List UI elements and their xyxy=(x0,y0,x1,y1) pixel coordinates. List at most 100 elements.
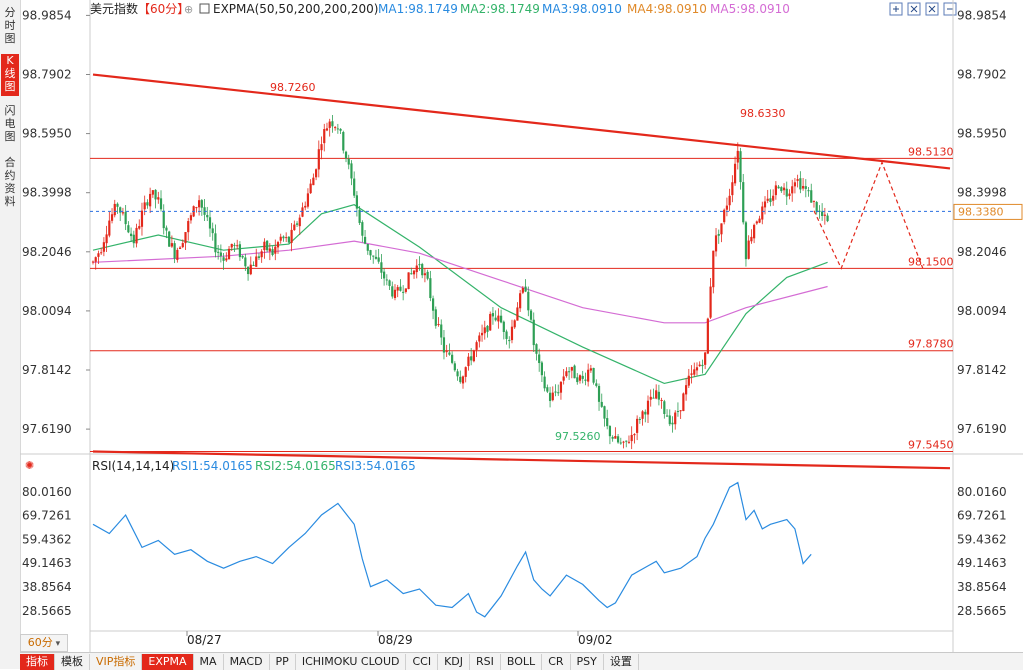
candle-body xyxy=(521,288,524,293)
indicator-tab[interactable]: PSY xyxy=(571,653,604,670)
rsi-line xyxy=(92,481,812,618)
date-label-0902: 09/02 xyxy=(578,633,613,647)
candle-body xyxy=(344,151,348,159)
candle-body xyxy=(116,203,119,207)
candle-body xyxy=(298,217,301,227)
kline-chart[interactable]: 美元指数 【60分】 ⊕ EXPMA(50,50,200,200,200) MA… xyxy=(20,0,1023,669)
candle-body xyxy=(804,186,807,189)
candle-body xyxy=(712,250,715,288)
candle-body xyxy=(568,371,571,373)
candle-body xyxy=(132,234,135,244)
candle-body xyxy=(540,362,544,376)
candle-body xyxy=(731,182,734,196)
zoom-fit-icon[interactable] xyxy=(907,2,921,16)
indicator-tab[interactable]: BOLL xyxy=(501,653,543,670)
left-tab-bar: 分时图 K线图 闪电图 合约资料 xyxy=(0,0,21,669)
level-label: 98.1500 xyxy=(908,255,954,268)
candle-body xyxy=(619,442,622,444)
candle-body xyxy=(287,236,290,243)
candle-body xyxy=(266,240,269,251)
candle-body xyxy=(421,264,424,276)
candle-body xyxy=(478,335,481,342)
candle-body xyxy=(815,202,818,213)
indicator-tab[interactable]: 指标 xyxy=(20,653,55,670)
period-selector[interactable]: 60分 ▾ xyxy=(20,634,68,652)
candle-body xyxy=(456,371,459,377)
candle-body xyxy=(627,441,631,443)
indicator-tab[interactable]: CR xyxy=(542,653,571,670)
candle-body xyxy=(529,310,533,320)
candle-body xyxy=(399,286,402,291)
candle-body xyxy=(723,209,726,223)
fullscreen-icon[interactable] xyxy=(943,2,957,16)
candle-body xyxy=(663,401,666,415)
rsi-tick-right: 80.0160 xyxy=(957,485,1007,499)
settings-icon[interactable]: ⊕ xyxy=(184,3,193,16)
candle-body xyxy=(198,200,201,208)
price-tick-right: 98.7902 xyxy=(957,67,1007,81)
candle-body xyxy=(807,190,810,192)
candle-body xyxy=(554,391,557,393)
candle-body xyxy=(369,250,372,256)
tab-kline[interactable]: K线图 xyxy=(1,54,19,96)
candle-body xyxy=(407,272,410,290)
tab-contract-info[interactable]: 合约资料 xyxy=(4,156,16,208)
candle-body xyxy=(200,200,203,208)
price-axis-right: 98.9854 98.7902 98.5950 98.3998 98.2046 98.00… xyxy=(957,8,1007,436)
expand-icon[interactable] xyxy=(889,2,903,16)
low-annotation: 97.5260 xyxy=(555,430,601,443)
indicator-tab[interactable]: CCI xyxy=(406,653,439,670)
candle-body xyxy=(562,376,565,381)
indicator-tab[interactable]: ICHIMOKU CLOUD xyxy=(296,653,407,670)
candle-body xyxy=(445,351,448,353)
candle-body xyxy=(412,270,416,275)
expma-lines xyxy=(92,204,828,385)
indicator-tab[interactable]: EXPMA xyxy=(142,653,194,670)
indicator-tab[interactable]: PP xyxy=(270,653,296,670)
indicator-tab[interactable]: RSI xyxy=(470,653,501,670)
candle-body xyxy=(720,223,723,235)
candle-body xyxy=(110,214,114,221)
price-tick-left: 98.2046 xyxy=(22,245,72,259)
candle-body xyxy=(780,187,783,192)
high-annotation: 98.7260 xyxy=(270,81,316,94)
indicator-tab[interactable]: VIP指标 xyxy=(90,653,143,670)
candle-body xyxy=(546,387,549,392)
price-tick-right: 98.3998 xyxy=(957,186,1007,200)
indicator-tab[interactable]: 设置 xyxy=(604,653,639,670)
candle-body xyxy=(170,243,173,247)
indicator-checkbox-icon[interactable] xyxy=(199,3,210,14)
indicator-tab[interactable]: MA xyxy=(194,653,224,670)
candle-body xyxy=(657,391,660,400)
candle-body xyxy=(652,397,655,399)
candle-body xyxy=(704,352,707,365)
ma1-label: MA1:98.1749 xyxy=(378,2,458,16)
candle-body xyxy=(100,252,103,254)
candles xyxy=(91,115,829,450)
candle-body xyxy=(113,203,116,216)
candle-body xyxy=(434,309,437,326)
rsi-settings-icon[interactable]: ✺ xyxy=(25,459,34,472)
tab-flash[interactable]: 闪电图 xyxy=(4,104,16,143)
candle-body xyxy=(325,128,329,131)
candle-body xyxy=(249,264,252,275)
candle-body xyxy=(483,327,486,334)
candle-body xyxy=(785,188,788,197)
close-box-icon[interactable] xyxy=(925,2,939,16)
candle-body xyxy=(684,385,688,395)
candle-body xyxy=(195,207,198,209)
candle-body xyxy=(135,227,138,244)
candle-body xyxy=(470,356,473,361)
candle-body xyxy=(611,437,614,439)
tab-timeshare[interactable]: 分时图 xyxy=(4,6,16,45)
candle-body xyxy=(491,313,495,317)
indicator-tab[interactable]: MACD xyxy=(224,653,270,670)
indicator-tab[interactable]: 模板 xyxy=(55,653,90,670)
candle-body xyxy=(415,265,418,273)
candle-body xyxy=(796,179,799,181)
candle-body xyxy=(461,376,465,384)
candle-body xyxy=(138,226,141,229)
candle-body xyxy=(165,227,168,231)
candle-body xyxy=(527,291,530,311)
indicator-tab[interactable]: KDJ xyxy=(438,653,471,670)
